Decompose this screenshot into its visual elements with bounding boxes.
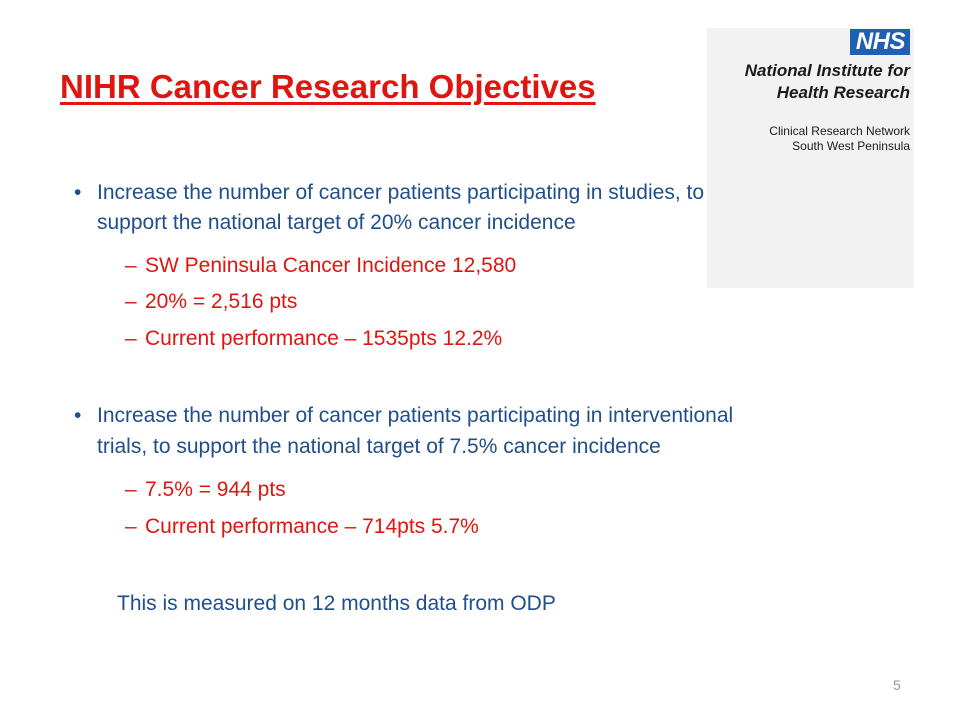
page-number: 5 xyxy=(893,677,901,693)
crn-name-line1: Clinical Research Network xyxy=(769,124,910,138)
sub-marker: – xyxy=(125,327,137,350)
sub-item-text: SW Peninsula Cancer Incidence 12,580 xyxy=(145,254,517,277)
sub-marker: – xyxy=(125,515,137,538)
sub-marker: – xyxy=(125,478,137,501)
nihr-name-line1: National Institute for xyxy=(744,61,910,80)
sub-item-text: 20% = 2,516 pts xyxy=(145,290,298,313)
nihr-name-line2: Health Research xyxy=(776,83,910,102)
slide-title: NIHR Cancer Research Objectives xyxy=(60,68,596,105)
sub-marker: – xyxy=(125,254,137,277)
nihr-logo: NHS National Institute for Health Resear… xyxy=(707,28,914,288)
data-source-note: This is measured on 12 months data from … xyxy=(117,592,556,615)
bullet-marker: • xyxy=(74,181,82,204)
crn-name-line2: South West Peninsula xyxy=(792,139,910,153)
sub-item-text: Current performance – 714pts 5.7% xyxy=(145,515,479,538)
crn-name: Clinical Research Network South West Pen… xyxy=(707,124,910,154)
bullet-marker: • xyxy=(74,404,82,427)
bullet-text-line1: Increase the number of cancer patients p… xyxy=(97,181,705,204)
nhs-badge: NHS xyxy=(849,29,910,55)
sub-item-text: 7.5% = 944 pts xyxy=(145,478,286,501)
nihr-name: National Institute for Health Research xyxy=(707,60,910,104)
sub-marker: – xyxy=(125,290,137,313)
sub-item-text: Current performance – 1535pts 12.2% xyxy=(145,327,503,350)
bullet-text-line1: Increase the number of cancer patients p… xyxy=(97,404,734,427)
bullet-text-line2: support the national target of 20% cance… xyxy=(97,211,576,234)
bullet-text-line2: trials, to support the national target o… xyxy=(97,435,661,458)
